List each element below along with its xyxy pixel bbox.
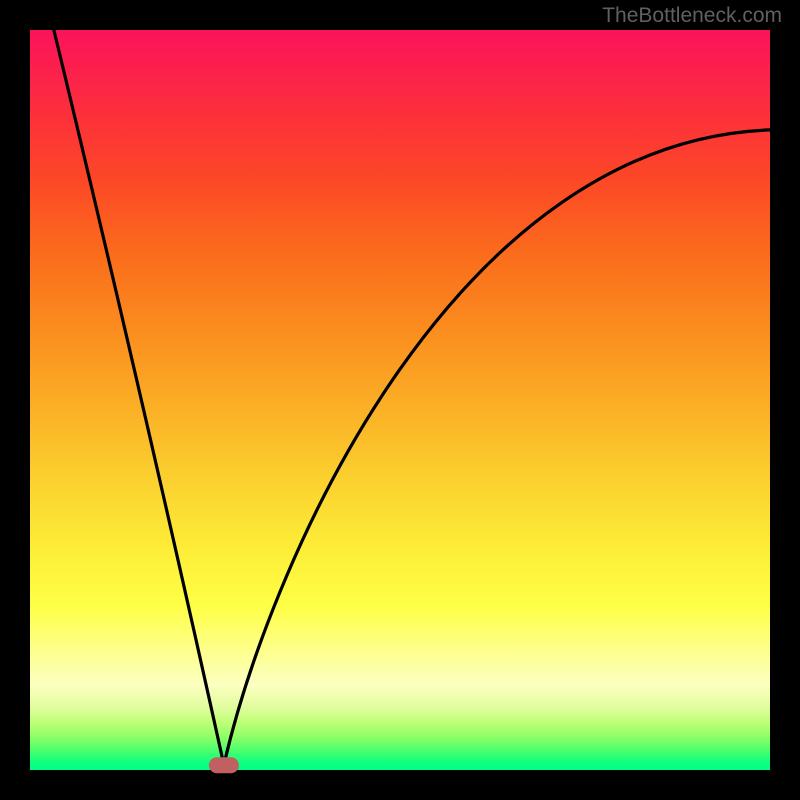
optimal-point-marker bbox=[209, 757, 239, 773]
bottleneck-chart bbox=[0, 0, 800, 800]
chart-container: { "canvas": { "width": 800, "height": 80… bbox=[0, 0, 800, 800]
watermark-text: TheBottleneck.com bbox=[602, 4, 782, 28]
